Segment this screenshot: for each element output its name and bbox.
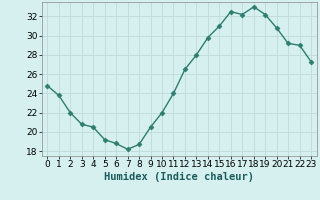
X-axis label: Humidex (Indice chaleur): Humidex (Indice chaleur) bbox=[104, 172, 254, 182]
